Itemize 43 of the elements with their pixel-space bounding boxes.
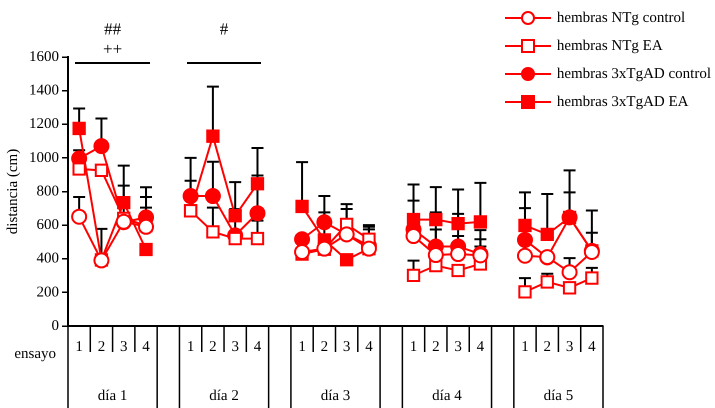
text: ## [104, 19, 122, 38]
x-tick-label: 4 [365, 338, 374, 355]
x-tick-label: 2 [432, 338, 440, 355]
legend-label: hembras NTg EA [556, 38, 663, 54]
text: día 5 [544, 388, 574, 404]
y-tick-label: 1200 [29, 116, 59, 132]
x-tick-label: 3 [231, 338, 239, 355]
x-tick-label: 1 [298, 338, 306, 355]
y-tick-label: 0 [52, 318, 59, 334]
y-tick-label: 1400 [29, 82, 59, 99]
x-tick-label: 4 [476, 338, 485, 355]
x-tick-label: 2 [209, 338, 217, 355]
y-tick-label: 1600 [29, 48, 59, 65]
x-tick-label: 2 [98, 338, 106, 355]
x-axis-title: ensayo [14, 346, 56, 362]
x-tick-label: 4 [254, 338, 262, 355]
text: día 3 [320, 388, 350, 404]
text: día 2 [209, 388, 239, 404]
x-tick-label: 2 [320, 338, 328, 355]
x-tick-label: 1 [75, 338, 83, 355]
x-tick-label: 3 [454, 338, 462, 355]
y-tick-label: 400 [36, 250, 59, 267]
y-axis-title: distancia (cm) [4, 148, 21, 234]
text: # [220, 19, 229, 38]
x-tick-label: 3 [342, 338, 350, 355]
legend-label: hembras NTg control [556, 10, 686, 26]
x-tick-label: 3 [120, 338, 128, 355]
text: día 1 [98, 388, 128, 404]
x-tick-label: 1 [186, 338, 194, 355]
x-tick-label: 3 [566, 338, 574, 355]
annotation: ++ [102, 39, 122, 58]
x-tick-label: 1 [410, 338, 418, 355]
y-tick-label: 600 [36, 217, 59, 234]
x-tick-label: 1 [521, 338, 529, 355]
y-tick-label: 800 [36, 183, 59, 200]
text: día 4 [432, 388, 462, 404]
legend-label: hembras 3xTgAD control [556, 66, 711, 82]
y-tick-label: 1000 [29, 150, 59, 166]
x-tick-label: 4 [588, 338, 596, 355]
x-tick-label: 4 [142, 338, 150, 355]
legend-label: hembras 3xTgAD EA [556, 94, 688, 110]
x-tick-label: 2 [544, 338, 552, 355]
y-tick-label: 200 [36, 284, 59, 300]
